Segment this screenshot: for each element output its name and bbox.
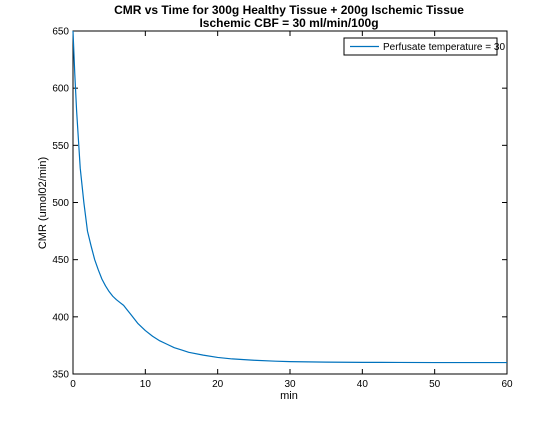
x-tick-label: 30 (284, 379, 296, 390)
y-tick-label: 650 (52, 27, 69, 38)
x-tick-label: 40 (357, 379, 369, 390)
y-tick-label: 550 (52, 141, 69, 152)
y-tick-label: 450 (52, 255, 69, 266)
x-tick-label: 20 (212, 379, 224, 390)
x-tick-label: 10 (140, 379, 152, 390)
x-tick-label: 60 (501, 379, 513, 390)
x-tick-label: 50 (429, 379, 441, 390)
y-tick-label: 500 (52, 198, 69, 209)
chart-title: CMR vs Time for 300g Healthy Tissue + 20… (114, 3, 464, 17)
legend: Perfusate temperature = 30 (343, 37, 505, 56)
y-axis-label: CMR (umol02/min) (37, 157, 49, 249)
y-tick-label: 350 (52, 370, 69, 381)
series-line (72, 30, 507, 364)
y-tick-label: 400 (52, 312, 69, 323)
legend-entry-label: Perfusate temperature = 30 (383, 42, 505, 53)
y-tick-label: 600 (52, 84, 69, 95)
x-axis-label: min (280, 390, 298, 402)
plot-area: 0 10 20 30 40 50 60 350 400 450 500 550 600 650 (52, 27, 513, 391)
chart-subtitle: Ischemic CBF = 30 ml/min/100g (199, 16, 378, 30)
plot-frame (72, 30, 508, 375)
legend-box (343, 37, 498, 56)
x-tick-label: 0 (70, 379, 76, 390)
